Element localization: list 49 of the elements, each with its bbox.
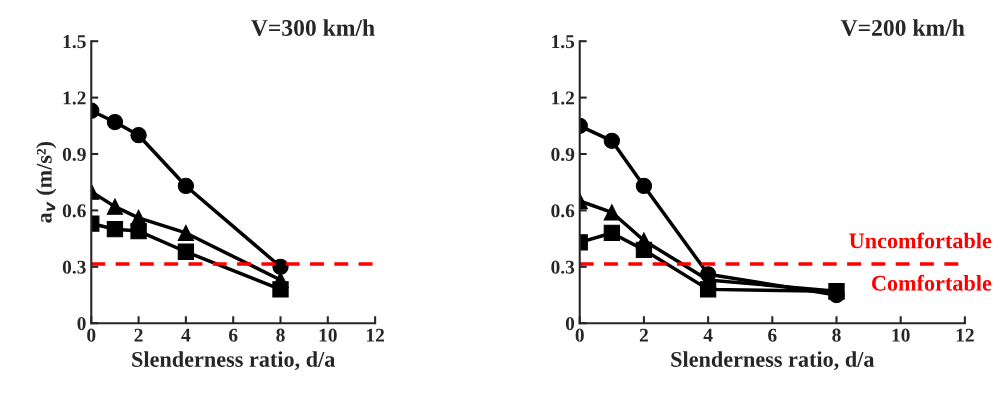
y-tick-label: 0.9 <box>551 147 575 162</box>
x-tick-label: 0 <box>575 328 584 342</box>
x-tick-label: 6 <box>229 328 238 342</box>
point <box>130 222 147 240</box>
x-tick-label: 2 <box>134 328 143 342</box>
y-tick-label: 0.6 <box>62 204 86 218</box>
annotation: Uncomfortable <box>849 232 992 249</box>
x-axis-title: Slenderness ratio, d/a <box>132 351 336 371</box>
x-tick-label: 2 <box>639 328 648 342</box>
chart-title: V=200 km/h <box>840 19 965 37</box>
x-axis-title: Slenderness ratio, d/a <box>671 351 875 371</box>
point <box>603 204 620 221</box>
point <box>603 224 620 242</box>
y-tick-label: 0 <box>565 317 575 331</box>
y-tick-label: 0.9 <box>62 147 86 162</box>
x-tick-label: 12 <box>366 328 385 342</box>
point <box>699 281 717 298</box>
y-tick-label: 1.5 <box>552 35 575 49</box>
y-tick-label: 1.2 <box>63 91 86 105</box>
point <box>177 224 195 242</box>
chart-title: V=300 km/h <box>251 19 375 37</box>
x-tick-label: 12 <box>956 328 974 342</box>
y-tick-label: 0 <box>77 317 86 331</box>
point <box>177 243 195 260</box>
point <box>635 241 653 259</box>
y-tick-label: 1.5 <box>63 35 86 49</box>
point <box>106 198 124 215</box>
x-tick-label: 8 <box>276 328 285 342</box>
point <box>106 221 124 238</box>
point <box>106 113 124 131</box>
x-tick-label: 10 <box>319 328 337 342</box>
y-tick-label: 1.2 <box>552 91 575 105</box>
annotation: Comfortable <box>871 274 992 291</box>
y-tick-label: 0.3 <box>62 260 86 274</box>
x-tick-label: 6 <box>768 328 777 342</box>
y-tick-label: 0.3 <box>551 260 575 274</box>
point <box>130 127 147 144</box>
point <box>828 283 845 300</box>
x-tick-label: 0 <box>87 328 96 342</box>
point <box>635 177 653 195</box>
point <box>603 132 620 149</box>
y-axis-title: a$_{v}$ (m/s²) <box>36 141 57 223</box>
x-tick-label: 4 <box>181 328 191 342</box>
point <box>272 281 289 298</box>
point <box>177 177 195 195</box>
x-tick-label: 4 <box>703 328 713 342</box>
y-tick-label: 0.6 <box>551 204 575 218</box>
x-tick-label: 8 <box>832 328 841 342</box>
x-tick-label: 10 <box>892 328 910 342</box>
